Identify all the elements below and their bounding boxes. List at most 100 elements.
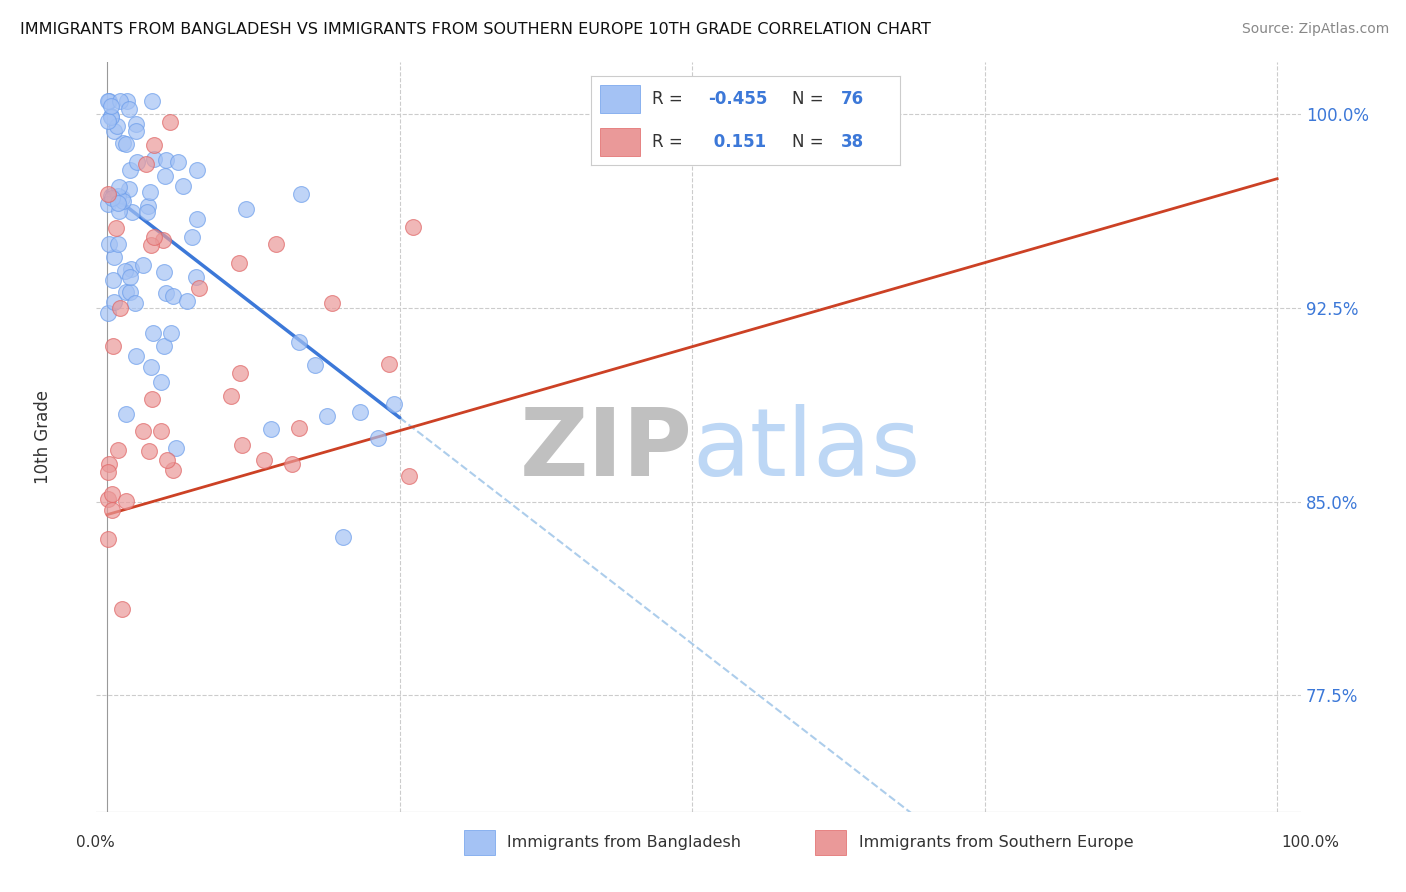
Point xyxy=(124,296,146,310)
Point xyxy=(97,532,120,546)
Point xyxy=(384,397,406,411)
Point xyxy=(107,236,129,251)
Point xyxy=(398,469,420,483)
Point xyxy=(114,264,136,278)
Text: ZIP: ZIP xyxy=(519,404,692,496)
Point xyxy=(115,285,138,300)
Point xyxy=(135,157,157,171)
Point xyxy=(100,98,122,112)
Point xyxy=(118,103,141,117)
Point xyxy=(139,238,162,252)
Point xyxy=(152,232,174,246)
Bar xyxy=(600,85,640,113)
Point xyxy=(332,530,354,544)
Point xyxy=(100,191,122,205)
Point xyxy=(235,202,257,217)
Point xyxy=(124,124,146,138)
Point xyxy=(160,326,183,341)
Point xyxy=(127,154,149,169)
Point xyxy=(101,503,124,517)
Point xyxy=(165,441,187,455)
Point xyxy=(321,295,343,310)
Point xyxy=(101,339,124,353)
Text: IMMIGRANTS FROM BANGLADESH VS IMMIGRANTS FROM SOUTHERN EUROPE 10TH GRADE CORRELA: IMMIGRANTS FROM BANGLADESH VS IMMIGRANTS… xyxy=(20,22,931,37)
Point xyxy=(162,289,184,303)
Point xyxy=(153,339,176,353)
Text: Immigrants from Southern Europe: Immigrants from Southern Europe xyxy=(823,836,1133,850)
Point xyxy=(115,94,138,108)
Text: 38: 38 xyxy=(841,133,865,151)
Point xyxy=(97,94,120,108)
Point xyxy=(120,270,142,285)
Point xyxy=(367,431,389,445)
Point xyxy=(121,205,143,219)
Text: 0.151: 0.151 xyxy=(709,133,766,151)
Point xyxy=(97,113,120,128)
Point xyxy=(316,409,339,424)
Point xyxy=(97,306,120,320)
Point xyxy=(132,258,155,272)
Point xyxy=(186,212,208,227)
Text: 0.0%: 0.0% xyxy=(76,836,115,850)
Point xyxy=(97,197,120,211)
Point xyxy=(219,389,242,403)
Point xyxy=(101,487,124,501)
Point xyxy=(141,94,163,108)
Point xyxy=(97,491,120,506)
Point xyxy=(228,256,250,270)
Point xyxy=(253,453,276,467)
Point xyxy=(138,444,160,458)
Point xyxy=(98,236,121,251)
Point xyxy=(115,136,138,151)
Point xyxy=(100,109,122,123)
Point xyxy=(139,186,162,200)
Point xyxy=(125,349,148,363)
Point xyxy=(107,119,129,133)
Point xyxy=(114,493,136,508)
Point xyxy=(181,230,204,244)
Point xyxy=(167,155,190,169)
Point xyxy=(108,180,131,194)
Point xyxy=(112,136,135,151)
Point xyxy=(172,179,194,194)
Text: -0.455: -0.455 xyxy=(709,90,768,108)
Point xyxy=(121,262,143,277)
Point xyxy=(103,250,125,264)
Point xyxy=(103,124,125,138)
Point xyxy=(108,301,131,315)
Point xyxy=(105,221,128,235)
Point xyxy=(120,163,142,178)
Point xyxy=(349,405,371,419)
Point xyxy=(135,204,157,219)
Point xyxy=(112,194,135,209)
Text: 10th Grade: 10th Grade xyxy=(34,390,52,484)
Point xyxy=(281,457,304,471)
Point xyxy=(162,463,184,477)
Point xyxy=(142,152,165,166)
Text: 76: 76 xyxy=(841,90,865,108)
Point xyxy=(111,192,134,206)
Point xyxy=(260,422,283,436)
Bar xyxy=(600,128,640,156)
Point xyxy=(141,392,163,407)
Point xyxy=(402,219,425,234)
Point xyxy=(101,273,124,287)
Point xyxy=(100,188,122,202)
Point xyxy=(118,285,141,300)
Point xyxy=(103,294,125,309)
Point xyxy=(142,230,165,244)
Point xyxy=(97,186,120,201)
Point xyxy=(377,357,399,371)
Text: R =: R = xyxy=(652,133,689,151)
Point xyxy=(153,265,176,279)
Point xyxy=(107,442,129,457)
Point xyxy=(187,280,209,294)
Point xyxy=(304,358,326,372)
Text: 100.0%: 100.0% xyxy=(1281,836,1340,850)
Point xyxy=(186,162,208,177)
Point xyxy=(118,181,141,195)
Point xyxy=(141,360,163,375)
Point xyxy=(159,114,181,128)
Text: atlas: atlas xyxy=(692,404,921,496)
Point xyxy=(176,294,198,309)
